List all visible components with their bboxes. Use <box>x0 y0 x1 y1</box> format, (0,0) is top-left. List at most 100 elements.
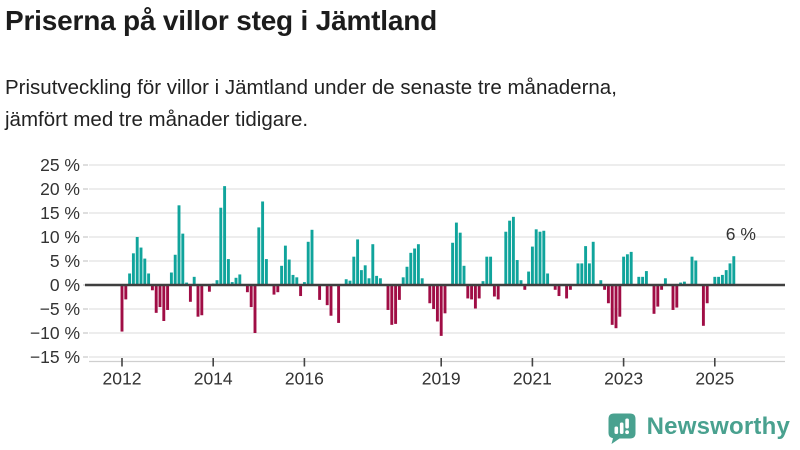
bar-month <box>264 259 268 285</box>
subtitle-line-1: Prisutveckling för villor i Jämtland und… <box>5 76 617 99</box>
bar-month <box>538 231 542 285</box>
bar-month <box>143 258 147 285</box>
svg-text:−10 %: −10 % <box>30 323 80 343</box>
bar-month <box>135 237 139 285</box>
bar-month <box>310 229 314 285</box>
bar-month <box>416 244 420 285</box>
bar-month <box>637 276 641 285</box>
bar-month <box>451 242 455 285</box>
bar-month <box>466 285 470 299</box>
bar-month <box>139 247 143 285</box>
bar-month <box>629 251 633 285</box>
svg-text:5 %: 5 % <box>50 251 80 271</box>
bar-month <box>489 256 493 285</box>
bar-month <box>196 285 200 317</box>
bar-month <box>675 285 679 308</box>
bar-month <box>238 274 242 285</box>
last-value-label: 6 % <box>726 224 756 244</box>
bar-month <box>169 272 173 285</box>
bar-month <box>671 285 675 310</box>
bar-month <box>565 285 569 299</box>
svg-text:2023: 2023 <box>604 369 643 389</box>
bar-month <box>660 285 664 290</box>
bar-month <box>166 285 170 310</box>
bar-month <box>188 285 192 302</box>
bar-month <box>720 274 724 285</box>
bar-month <box>439 285 443 336</box>
bar-month <box>458 232 462 285</box>
bar-month <box>580 263 584 285</box>
bar-month <box>120 285 124 332</box>
bar-month <box>325 285 329 306</box>
bar-month <box>257 227 261 285</box>
bar-month <box>603 285 607 290</box>
bar-month <box>534 229 538 285</box>
bar-month <box>295 277 299 285</box>
bar-month <box>470 285 474 300</box>
bar-month <box>150 285 154 291</box>
bar-month <box>599 280 603 285</box>
bar-month <box>717 276 721 285</box>
bar-month <box>690 256 694 285</box>
bar-month <box>302 282 306 285</box>
bar-month <box>329 285 333 316</box>
bar-month <box>147 273 151 285</box>
bar-month <box>291 274 295 285</box>
bar-month <box>701 285 705 326</box>
bar-month <box>390 285 394 325</box>
bar-month <box>606 285 610 304</box>
bar-month <box>644 271 648 285</box>
bar-month <box>356 239 360 285</box>
bar-month <box>641 276 645 285</box>
bar-month <box>223 186 227 285</box>
bar-month <box>435 285 439 322</box>
bar-month <box>337 285 341 323</box>
bar-month <box>584 246 588 285</box>
bar-month <box>682 281 686 285</box>
bar-month <box>397 285 401 300</box>
bar-month <box>299 285 303 297</box>
bar-month <box>587 263 591 285</box>
chart-subtitle: Prisutveckling för villor i Jämtland und… <box>5 72 765 136</box>
bar-month <box>344 279 348 285</box>
bar-month <box>348 280 352 285</box>
bar-month <box>732 256 736 285</box>
svg-text:−5 %: −5 % <box>40 299 80 319</box>
bar-month <box>162 285 166 321</box>
bar-month <box>508 220 512 285</box>
bar-month <box>477 285 481 299</box>
bar-month <box>728 263 732 285</box>
bar-month <box>318 285 322 300</box>
bar-month <box>504 231 508 285</box>
bar-month <box>371 244 375 285</box>
bar-month <box>375 275 379 285</box>
page-title: Priserna på villor steg i Jämtland <box>5 5 438 36</box>
bar-month <box>576 263 580 285</box>
bar-month <box>557 285 561 297</box>
bar-month <box>568 285 572 290</box>
bar-month <box>226 259 230 285</box>
bar-month <box>652 285 656 314</box>
bar-month <box>625 254 629 285</box>
svg-text:2021: 2021 <box>513 369 552 389</box>
logo-bar-chart-glyph <box>614 418 629 435</box>
bar-month <box>462 265 466 285</box>
bar-month <box>405 266 409 285</box>
bar-month <box>378 278 382 285</box>
subtitle-line-2: jämfört med tre månader tidigare. <box>5 108 309 131</box>
bar-month <box>481 281 485 285</box>
bar-month <box>367 278 371 285</box>
bar-month <box>724 270 728 285</box>
svg-text:2025: 2025 <box>695 369 734 389</box>
bar-month <box>280 265 284 285</box>
bar-month <box>386 285 390 310</box>
bar-month <box>215 280 219 285</box>
bar-series <box>120 186 736 336</box>
bar-month <box>306 241 310 285</box>
svg-text:2016: 2016 <box>285 369 324 389</box>
bar-month <box>622 256 626 285</box>
svg-text:25 %: 25 % <box>40 155 80 175</box>
newsworthy-logo-icon <box>608 413 636 444</box>
bar-month <box>219 207 223 285</box>
